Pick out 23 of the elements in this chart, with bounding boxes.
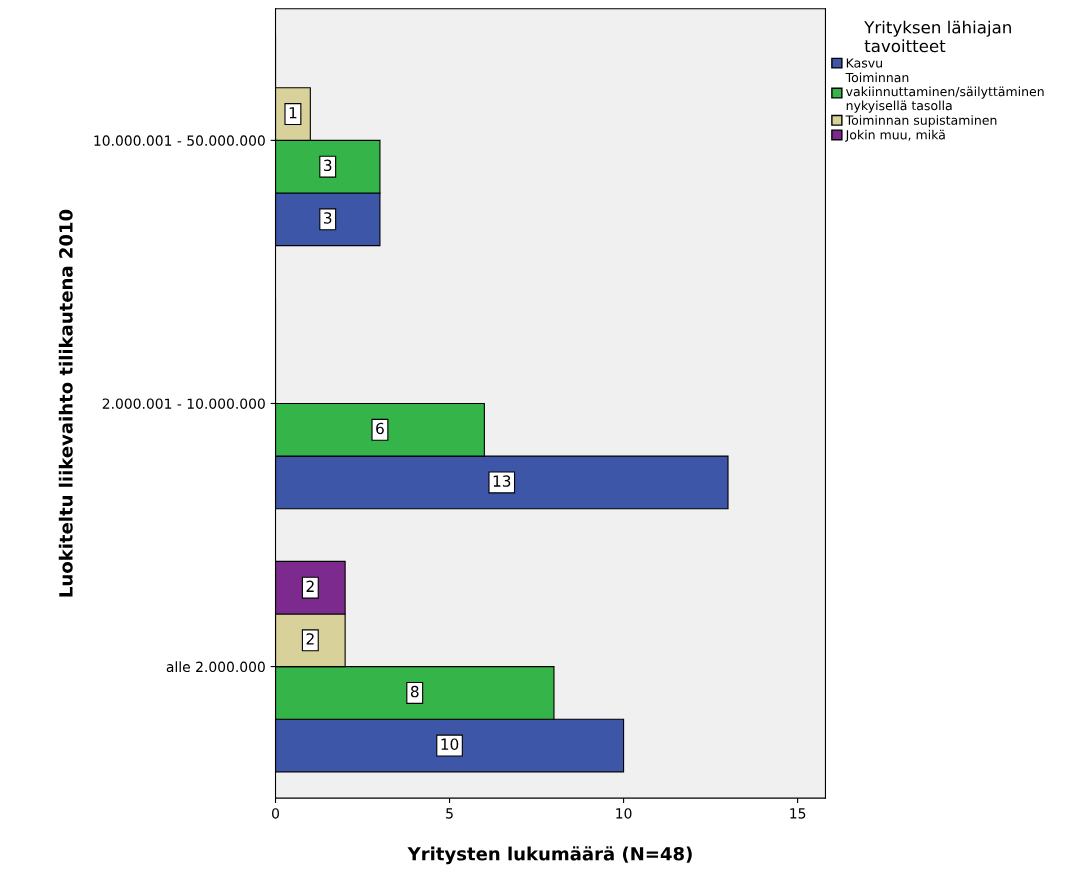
x-tick-label: 0: [272, 808, 280, 819]
data-label: 1: [289, 107, 297, 119]
y-tick-label: alle 2.000.000: [166, 661, 265, 673]
x-tick-label: 5: [446, 808, 453, 819]
x-axis-title: Yritysten lukumäärä (N=48): [407, 846, 692, 865]
data-label: 3: [324, 212, 332, 224]
data-label: 8: [410, 685, 419, 698]
y-tick-label: 10.000.001 - 50.000.000: [94, 135, 265, 146]
y-tick-label: 2.000.001 - 10.000.000: [102, 398, 265, 409]
legend-title: Yrityksen lähiajan tavoitteet: [864, 20, 1011, 53]
data-label: 2: [306, 580, 314, 592]
legend-label: Toiminnan supistaminen: [845, 115, 997, 128]
data-label: 3: [324, 159, 332, 172]
data-label: 10: [441, 738, 459, 750]
data-label: 13: [493, 475, 511, 487]
y-axis-title: Luokiteltu liikevaihto tilikautena 2010: [58, 209, 73, 597]
x-tick-label: 10: [616, 808, 632, 819]
legend-label: Toiminnan vakiinnuttaminen/säilyttäminen nykyisellä tasolla: [845, 72, 1044, 113]
legend-label: Jokin muu, mikä: [844, 129, 945, 142]
data-label: 6: [376, 422, 384, 435]
x-tick-label: 15: [790, 808, 806, 819]
data-label: 2: [306, 633, 314, 645]
legend-label: Kasvu: [846, 58, 882, 68]
